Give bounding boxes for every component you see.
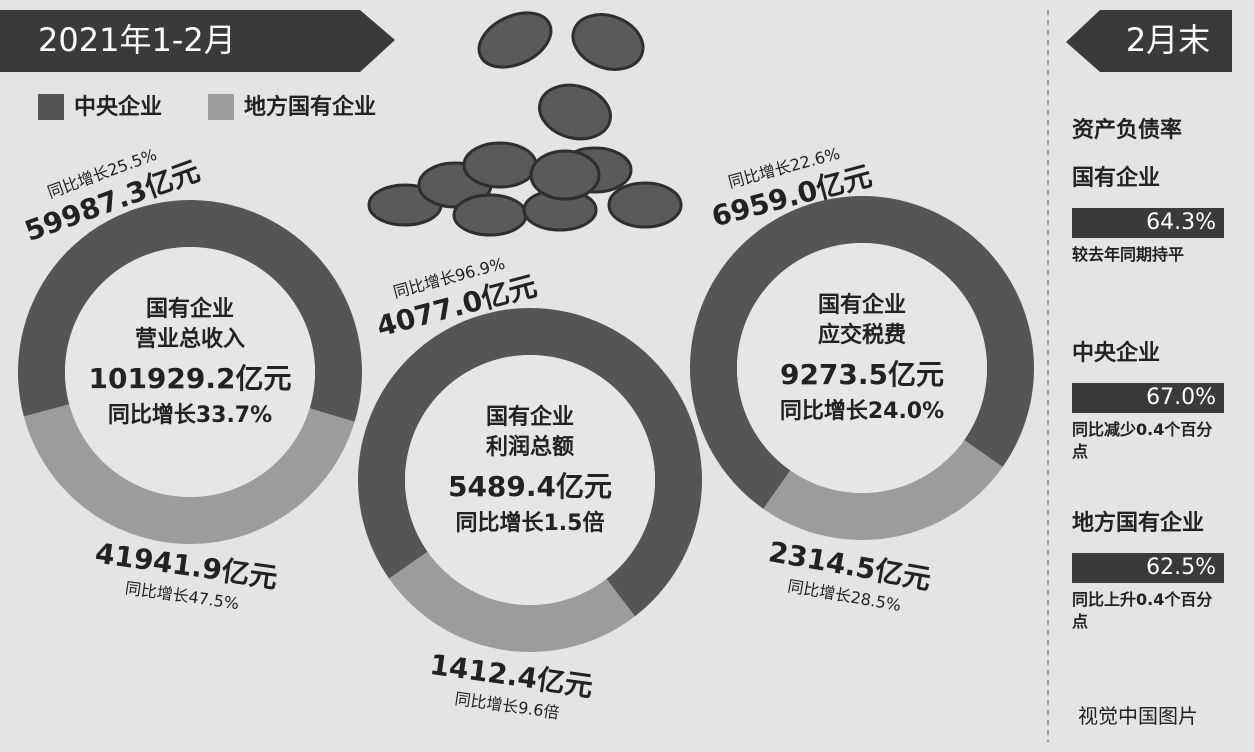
ratio-item: 国有企业 64.3% 较去年同期持平 bbox=[1072, 160, 1242, 266]
center-title: 国有企业 bbox=[818, 292, 906, 318]
center-title: 国有企业 bbox=[486, 404, 574, 430]
period-banner bbox=[0, 10, 395, 72]
center-growth: 同比增长24.0% bbox=[780, 398, 944, 424]
donut-segment bbox=[689, 196, 1034, 509]
ratio-value: 62.5% bbox=[1072, 553, 1224, 583]
ratio-note: 同比减少0.4个百分点 bbox=[1072, 420, 1213, 461]
ratio-item: 中央企业 67.0% 同比减少0.4个百分点 bbox=[1072, 335, 1242, 463]
coins bbox=[367, 11, 683, 237]
period: 2021年1-2月 bbox=[38, 21, 236, 59]
side-panel: 资产负债率 国有企业 64.3% 较去年同期持平中央企业 67.0% 同比减少0.4个百… bbox=[1060, 0, 1250, 752]
ratio-note: 同比上升0.4个百分点 bbox=[1072, 590, 1213, 631]
ratio-name: 国有企业 bbox=[1072, 166, 1161, 191]
center-total: 5489.4亿元 bbox=[448, 470, 612, 503]
legend-label: 中央企业 bbox=[74, 94, 162, 120]
donut-hole bbox=[405, 355, 655, 605]
center-title: 营业总收入 bbox=[135, 326, 245, 352]
center-growth: 同比增长1.5倍 bbox=[456, 510, 605, 536]
legend-swatch bbox=[38, 94, 64, 120]
center-total: 9273.5亿元 bbox=[780, 358, 944, 391]
donut-segment bbox=[763, 439, 1003, 540]
segment-label: 同比增长28.5%2314.5亿元 bbox=[766, 535, 933, 615]
segment-value: 1412.4亿元 bbox=[428, 648, 595, 704]
ratio-item: 地方国有企业 62.5% 同比上升0.4个百分点 bbox=[1072, 505, 1242, 633]
donut-segment bbox=[23, 404, 355, 544]
center-total: 101929.2亿元 bbox=[88, 362, 291, 395]
credit: 视觉中国图片 bbox=[1078, 704, 1198, 728]
ratio-value: 64.3% bbox=[1072, 208, 1224, 238]
donut-segment bbox=[389, 551, 636, 652]
legend-swatch bbox=[208, 94, 234, 120]
side-subtitle: 资产负债率 bbox=[1072, 118, 1183, 143]
donut-hole bbox=[65, 247, 315, 497]
ratio-note: 较去年同期持平 bbox=[1072, 245, 1185, 264]
donut-segment bbox=[18, 200, 363, 422]
ratio-value: 67.0% bbox=[1072, 383, 1224, 413]
donut-hole bbox=[737, 243, 987, 493]
center-title: 应交税费 bbox=[818, 322, 906, 348]
segment-label: 同比增长47.5%41941.9亿元 bbox=[93, 536, 279, 613]
center-growth: 同比增长33.7% bbox=[108, 402, 272, 428]
ratio-name: 中央企业 bbox=[1072, 341, 1161, 366]
ratio-name: 地方国有企业 bbox=[1072, 511, 1205, 536]
center-title: 利润总额 bbox=[486, 434, 574, 460]
donut-segment bbox=[358, 307, 702, 617]
center-title: 国有企业 bbox=[146, 296, 234, 322]
legend-label: 地方国有企业 bbox=[244, 94, 376, 120]
side-banner bbox=[1066, 10, 1232, 72]
side-title: 2月末 bbox=[1126, 21, 1210, 59]
